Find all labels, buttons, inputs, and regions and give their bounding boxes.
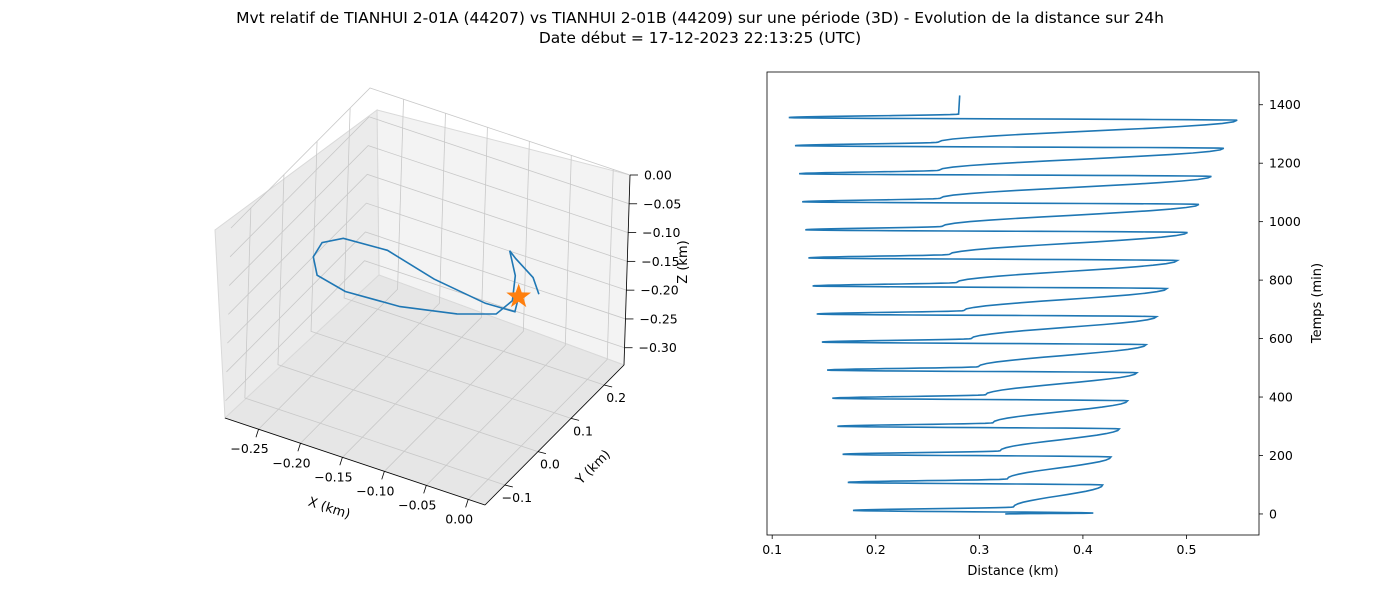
y-tick-label: 0.2	[606, 390, 626, 405]
z-tick-label: −0.05	[643, 196, 681, 211]
x-tick-label: −0.10	[356, 483, 394, 498]
grid-line-x	[258, 99, 404, 430]
y-tick	[537, 451, 547, 455]
z-tick-label: −0.15	[641, 254, 679, 269]
y-tick-label: 0.1	[573, 423, 593, 438]
grid-line-y	[310, 141, 572, 419]
grid-line-x	[426, 155, 572, 486]
y-tick	[504, 484, 513, 488]
y-axis-label-2d: Temps (min)	[1310, 263, 1325, 344]
ticks-3d: −0.25 −0.20 −0.15 −0.10 −0.05 0.00 −0.1 0.0 0.1 0…	[230, 168, 681, 527]
grid-line-y	[343, 107, 605, 386]
y-tick-label-2d: 200	[1269, 448, 1293, 463]
x-tick	[339, 457, 343, 466]
z-tick-label: −0.10	[642, 225, 680, 240]
start-marker-star	[506, 283, 531, 308]
x-tick-label: −0.25	[230, 441, 268, 456]
z-tick-label: −0.25	[639, 311, 677, 326]
z-tick-label: −0.20	[640, 283, 678, 298]
x-tick	[381, 471, 385, 480]
grid-line-y	[244, 207, 505, 486]
x-tick-label: 0.00	[445, 511, 473, 526]
trajectory-line	[312, 237, 540, 315]
x-tick-label-2d: 0.3	[969, 542, 989, 557]
ticks-2d: 0.1 0.2 0.3 0.4 0.5 0 200 400 600 800 1000 1200 1400	[762, 97, 1301, 557]
y-tick-label-2d: 1200	[1269, 156, 1301, 171]
y-axis-label: Y (km)	[573, 447, 614, 488]
x-tick-label-2d: 0.2	[866, 542, 886, 557]
grid-line-z	[230, 87, 631, 229]
grid-3d	[225, 87, 631, 500]
x-axis-line	[224, 417, 486, 506]
grid-line-z	[227, 173, 628, 315]
y-tick	[570, 417, 580, 421]
z-axis-label: Z (km)	[676, 240, 691, 283]
x-axis-label-2d: Distance (km)	[967, 564, 1058, 579]
y-tick-label-2d: 800	[1269, 273, 1293, 288]
x-tick-label-2d: 0.4	[1073, 542, 1093, 557]
y-tick-label-2d: 1400	[1269, 97, 1301, 112]
x-tick	[465, 499, 469, 508]
grid-line-z	[229, 116, 630, 258]
grid-line-z	[227, 202, 627, 344]
y-tick	[604, 384, 613, 388]
y-tick-label-2d: 400	[1269, 390, 1293, 405]
grid-line-y	[277, 174, 539, 453]
grid-line-z	[226, 231, 626, 373]
y-axis-line	[484, 364, 625, 506]
x-tick	[297, 443, 301, 452]
plot-3d: −0.25 −0.20 −0.15 −0.10 −0.05 0.00 −0.1 0.0 0.1 0…	[214, 87, 691, 527]
x-tick	[255, 429, 259, 438]
y-tick-label: 0.0	[540, 457, 560, 472]
z-axis-line	[623, 174, 631, 366]
x-tick	[423, 485, 427, 494]
grid-line-x	[467, 169, 614, 500]
plot-2d: 0.1 0.2 0.3 0.4 0.5 0 200 400 600 800 1000 1200 1400…	[762, 71, 1325, 579]
distance-line	[788, 95, 1238, 515]
grid-line-z	[225, 260, 625, 402]
x-tick-label-2d: 0.5	[1177, 542, 1197, 557]
x-tick-label: −0.20	[272, 455, 310, 470]
x-tick-label: −0.15	[314, 469, 352, 484]
y-tick-label-2d: 600	[1269, 331, 1293, 346]
x-axis-label: X (km)	[306, 495, 352, 523]
x-tick-label: −0.05	[398, 497, 436, 512]
chart-title: Mvt relatif de TIANHUI 2-01A (44207) vs …	[236, 9, 1164, 27]
grid-line-x	[342, 127, 488, 458]
chart-subtitle: Date début = 17-12-2023 22:13:25 (UTC)	[538, 29, 862, 47]
y-tick-label-2d: 0	[1269, 506, 1277, 521]
grid-line-x	[384, 141, 530, 472]
y-tick-label: −0.1	[502, 490, 532, 505]
grid-line-z	[228, 145, 629, 286]
x-tick-label-2d: 0.1	[762, 542, 782, 557]
y-tick-label-2d: 1000	[1269, 214, 1301, 229]
z-tick-label: −0.30	[639, 340, 677, 355]
z-tick-label: 0.00	[644, 168, 672, 183]
grid-line-x	[300, 113, 446, 444]
